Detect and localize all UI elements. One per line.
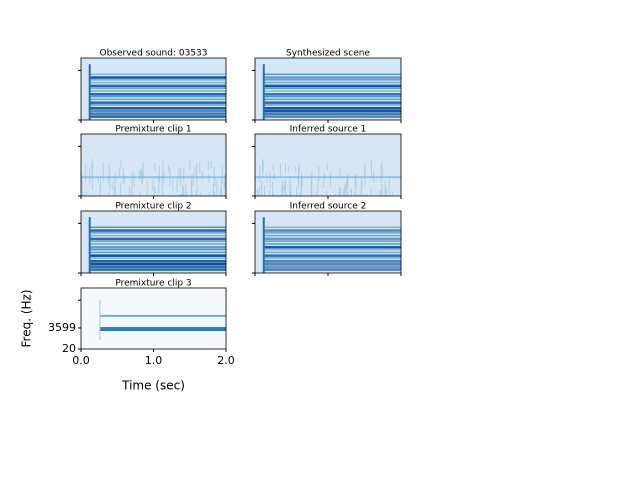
band [263, 87, 401, 89]
panel: Synthesized scene [252, 49, 402, 123]
band [89, 243, 226, 245]
band [89, 268, 226, 271]
panel-title: Premixture clip 3 [115, 279, 191, 289]
panel-title: Synthesized scene [286, 49, 370, 59]
x-tick-label: 2.0 [217, 354, 235, 367]
band [89, 246, 226, 249]
band [263, 84, 401, 88]
spectrogram-bg [255, 58, 401, 120]
band [89, 90, 226, 92]
panel-title: Inferred source 1 [290, 125, 367, 135]
band [89, 104, 226, 106]
band [89, 240, 226, 242]
band [263, 81, 401, 84]
band [263, 93, 401, 96]
band [89, 101, 226, 104]
band [263, 251, 401, 254]
x-tick-label: 0.0 [72, 354, 90, 367]
band [89, 254, 226, 257]
y-axis-label: Freq. (Hz) [20, 289, 34, 347]
y-tick-label: 20 [62, 342, 76, 355]
band [89, 109, 226, 113]
band [263, 104, 401, 106]
band [89, 115, 226, 118]
band [99, 314, 226, 317]
panel-title: Inferred source 2 [290, 202, 367, 212]
band [263, 265, 401, 269]
band [263, 106, 401, 110]
band [89, 93, 226, 96]
panel: Premixture clip 2 [78, 202, 227, 276]
band [263, 95, 401, 98]
band [263, 76, 401, 79]
band [263, 112, 401, 116]
band [89, 234, 226, 237]
band [263, 246, 401, 249]
band [89, 95, 226, 98]
panel: Inferred source 2 [252, 202, 402, 276]
band [89, 226, 226, 228]
x-tick-label: 1.0 [145, 354, 163, 367]
band [263, 115, 401, 118]
band [263, 259, 401, 263]
panel-title: Premixture clip 2 [115, 202, 191, 212]
band [89, 259, 226, 263]
panel: Premixture clip 3 0.0 1.0 2.0 20 3599 Time (se… [20, 279, 235, 393]
band [255, 176, 401, 179]
band [89, 81, 226, 84]
band [263, 90, 401, 92]
band [89, 73, 226, 75]
spectrogram-bg [255, 134, 401, 196]
band [263, 268, 401, 271]
band [89, 106, 226, 110]
band [263, 248, 401, 251]
band [89, 84, 226, 88]
spectrogram-bg [81, 288, 226, 349]
panel: Premixture clip 1 [78, 125, 227, 199]
band [89, 237, 226, 241]
band [263, 79, 401, 81]
panel: Observed sound: 03533 [78, 49, 227, 123]
band [263, 73, 401, 75]
band [263, 109, 401, 113]
band [263, 257, 401, 259]
spectrogram-bg [81, 211, 226, 273]
spectrogram-bg [81, 58, 226, 120]
panel: Inferred source 1 [252, 125, 402, 199]
band [263, 226, 401, 228]
band [89, 251, 226, 254]
band [263, 237, 401, 241]
band [263, 101, 401, 104]
band [89, 79, 226, 81]
spectrogram-bg [255, 211, 401, 273]
band [89, 98, 226, 101]
panel-title: Premixture clip 1 [115, 125, 191, 135]
panel-title: Observed sound: 03533 [100, 49, 208, 59]
band [89, 229, 226, 232]
band [99, 327, 226, 332]
band [89, 265, 226, 269]
band [263, 229, 401, 232]
band [263, 234, 401, 237]
band [89, 87, 226, 89]
band [263, 254, 401, 257]
band [89, 76, 226, 79]
band [89, 232, 226, 234]
band [263, 243, 401, 245]
band [89, 257, 226, 259]
x-axis-label: Time (sec) [121, 379, 185, 393]
band [89, 248, 226, 251]
band [263, 262, 401, 266]
y-tick-label: 3599 [48, 321, 76, 334]
band [263, 98, 401, 101]
band [263, 240, 401, 242]
band [81, 176, 226, 179]
band [263, 232, 401, 234]
band [89, 112, 226, 116]
band [89, 262, 226, 266]
